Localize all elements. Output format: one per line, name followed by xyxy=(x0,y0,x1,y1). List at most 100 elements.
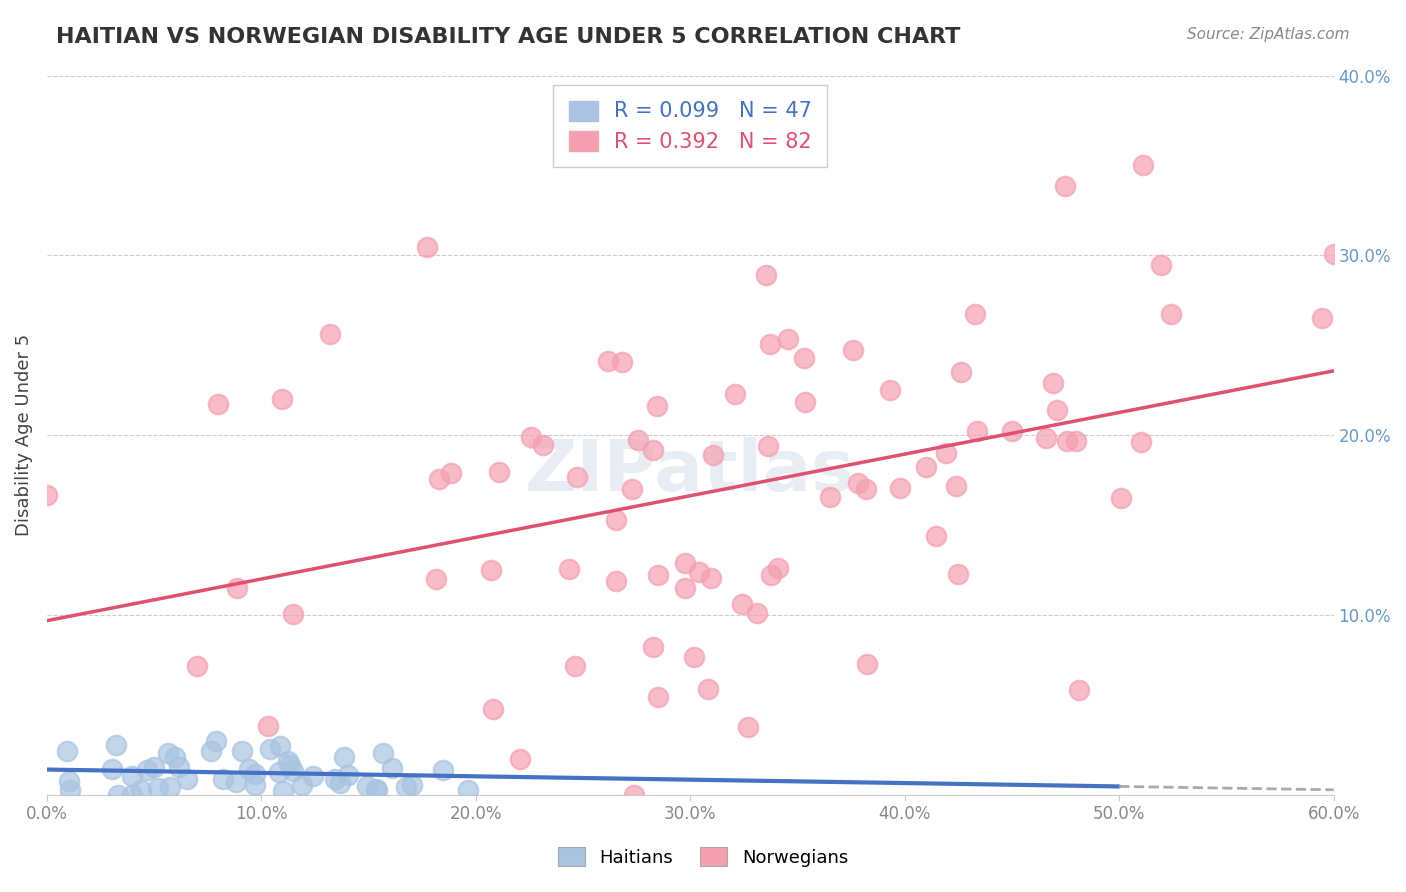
Point xyxy=(425,572,447,586)
Point xyxy=(243,778,266,792)
Point xyxy=(935,446,957,460)
Point xyxy=(759,568,782,582)
Point xyxy=(1323,247,1346,261)
Point xyxy=(626,433,648,447)
Point xyxy=(623,788,645,802)
Point xyxy=(596,354,619,368)
Point xyxy=(747,606,769,620)
Y-axis label: Disability Age Under 5: Disability Age Under 5 xyxy=(15,334,32,536)
Point xyxy=(818,491,841,505)
Point xyxy=(271,784,294,798)
Point xyxy=(325,772,347,787)
Point xyxy=(965,307,987,321)
Text: Source: ZipAtlas.com: Source: ZipAtlas.com xyxy=(1187,27,1350,42)
Point xyxy=(766,561,789,575)
Point xyxy=(366,782,388,797)
Point xyxy=(59,783,82,797)
Point xyxy=(225,775,247,789)
Point xyxy=(1067,683,1090,698)
Point xyxy=(142,759,165,773)
Point xyxy=(1056,434,1078,448)
Point xyxy=(257,719,280,733)
Point xyxy=(159,780,181,794)
Point xyxy=(793,351,815,366)
Point xyxy=(356,779,378,793)
Point xyxy=(945,478,967,492)
Point xyxy=(329,776,352,790)
Point xyxy=(1129,435,1152,450)
Point xyxy=(121,769,143,783)
Point xyxy=(605,513,627,527)
Point xyxy=(281,764,304,779)
Point xyxy=(429,472,451,486)
Point xyxy=(212,772,235,786)
Point xyxy=(702,448,724,462)
Point xyxy=(416,240,439,254)
Point xyxy=(647,568,669,582)
Point xyxy=(481,702,503,716)
Point xyxy=(754,268,776,282)
Point xyxy=(724,387,747,401)
Point xyxy=(1132,158,1154,172)
Point xyxy=(564,659,586,673)
Point xyxy=(793,394,815,409)
Point xyxy=(879,384,901,398)
Point xyxy=(915,460,938,475)
Point xyxy=(673,581,696,595)
Point xyxy=(520,429,543,443)
Point xyxy=(58,774,80,789)
Point xyxy=(756,439,779,453)
Point xyxy=(925,528,948,542)
Point xyxy=(567,470,589,484)
Point xyxy=(156,747,179,761)
Point xyxy=(200,744,222,758)
Point xyxy=(737,720,759,734)
Legend: Haitians, Norwegians: Haitians, Norwegians xyxy=(551,840,855,874)
Point xyxy=(1150,258,1173,272)
Point xyxy=(1046,403,1069,417)
Point xyxy=(121,788,143,802)
Point xyxy=(509,751,531,765)
Point xyxy=(457,783,479,797)
Point xyxy=(1053,179,1076,194)
Point xyxy=(269,739,291,753)
Point xyxy=(243,767,266,781)
Point xyxy=(855,482,877,496)
Point xyxy=(558,562,581,576)
Point xyxy=(186,659,208,673)
Point xyxy=(238,762,260,776)
Point xyxy=(101,762,124,776)
Point xyxy=(950,365,973,379)
Point xyxy=(641,443,664,458)
Point xyxy=(371,747,394,761)
Point xyxy=(1111,491,1133,505)
Point xyxy=(645,399,668,413)
Point xyxy=(129,783,152,797)
Point xyxy=(332,749,354,764)
Point xyxy=(440,467,463,481)
Point xyxy=(277,754,299,768)
Point xyxy=(531,438,554,452)
Point xyxy=(776,332,799,346)
Point xyxy=(395,780,418,794)
Point xyxy=(1035,431,1057,445)
Point xyxy=(846,475,869,490)
Point xyxy=(163,749,186,764)
Point xyxy=(231,743,253,757)
Point xyxy=(1001,424,1024,438)
Point xyxy=(207,397,229,411)
Point xyxy=(432,763,454,777)
Point xyxy=(948,567,970,582)
Point xyxy=(135,763,157,777)
Point xyxy=(697,681,720,696)
Point xyxy=(1042,376,1064,390)
Point xyxy=(488,465,510,479)
Text: ZIPatlas: ZIPatlas xyxy=(526,437,855,506)
Point xyxy=(205,734,228,748)
Point xyxy=(673,556,696,570)
Point xyxy=(167,759,190,773)
Text: HAITIAN VS NORWEGIAN DISABILITY AGE UNDER 5 CORRELATION CHART: HAITIAN VS NORWEGIAN DISABILITY AGE UNDE… xyxy=(56,27,960,46)
Point xyxy=(1160,307,1182,321)
Point xyxy=(401,778,423,792)
Point xyxy=(688,565,710,579)
